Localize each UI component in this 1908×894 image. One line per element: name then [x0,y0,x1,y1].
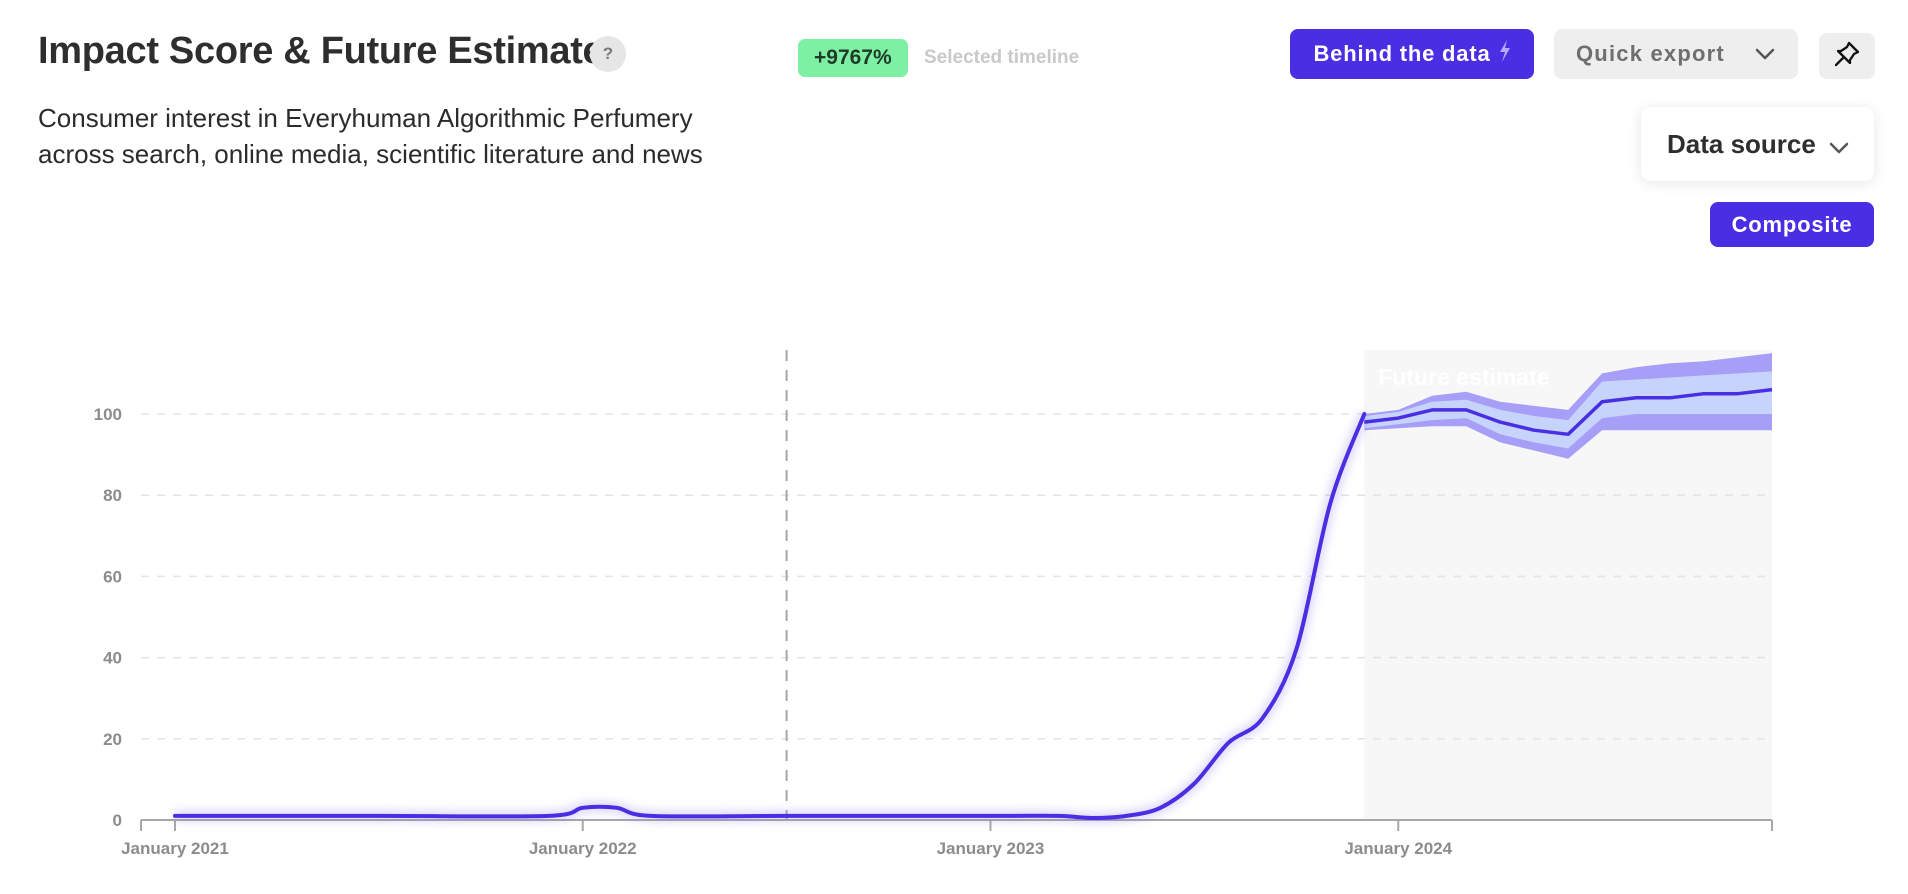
x-tick-label: January 2024 [1344,839,1452,858]
page-title: Impact Score & Future Estimate [38,30,604,72]
y-tick-label: 100 [94,405,122,424]
help-icon[interactable]: ? [590,36,626,72]
chevron-down-icon [1754,43,1776,71]
y-tick-label: 60 [103,567,122,586]
pin-button[interactable] [1819,33,1875,79]
quick-export-dropdown[interactable]: Quick export [1554,29,1798,79]
quick-export-label: Quick export [1576,41,1725,66]
composite-button[interactable]: Composite [1710,202,1874,247]
forecast-series-line [1364,387,1773,437]
data-source-dropdown[interactable]: Data source [1641,107,1874,181]
change-badge: +9767% [798,39,908,77]
chevron-down-icon [1828,135,1850,166]
y-tick-label: 0 [113,811,122,830]
x-tick-label: January 2023 [937,839,1045,858]
page-subtitle: Consumer interest in Everyhuman Algorith… [38,103,703,169]
data-source-label: Data source [1667,128,1816,159]
x-tick-label: January 2022 [529,839,637,858]
lightning-icon [1499,40,1511,68]
forecast-band-inner [1364,371,1772,449]
y-tick-label: 80 [103,486,122,505]
y-tick-label: 40 [103,649,122,668]
future-estimate-label: Future estimate [1378,364,1549,390]
behind-the-data-label: Behind the data [1313,41,1491,66]
y-tick-label: 20 [103,730,122,749]
selected-timeline-label: Selected timeline [924,47,1080,68]
behind-the-data-button[interactable]: Behind the data [1290,29,1534,79]
actual-series-line [173,412,1367,820]
x-tick-label: January 2021 [121,839,229,858]
actual-series-glow [175,412,1369,823]
pin-icon [1833,40,1861,73]
